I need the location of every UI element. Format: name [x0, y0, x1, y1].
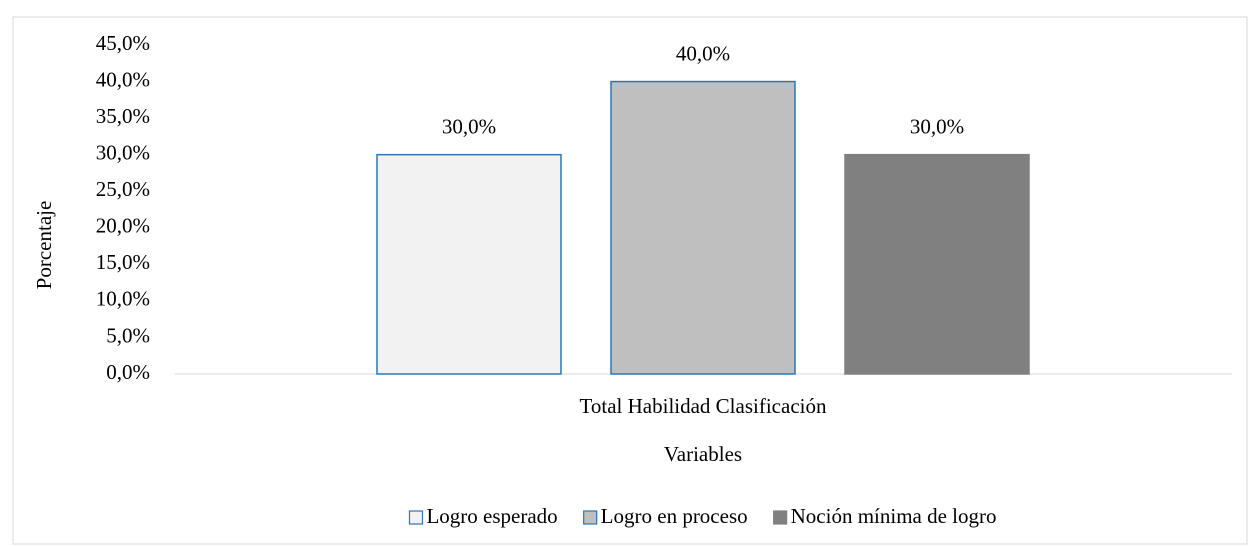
y-tick-label: 30,0% [96, 140, 150, 164]
y-tick-label: 35,0% [96, 104, 150, 128]
x-axis-label: Variables [664, 442, 742, 466]
y-tick-label: 10,0% [96, 287, 150, 311]
bar [844, 153, 1030, 375]
legend-marker [583, 510, 598, 525]
x-tick-label: Total Habilidad Clasificación [580, 394, 827, 418]
y-tick-label: 45,0% [96, 31, 150, 55]
legend-label: Logro en proceso [601, 504, 748, 528]
y-tick-label: 5,0% [106, 323, 150, 347]
y-tick-label: 20,0% [96, 214, 150, 238]
legend-marker [408, 510, 424, 525]
legend-label: Logro esperado [426, 504, 557, 528]
bar [376, 153, 562, 375]
data-label: 30,0% [910, 114, 964, 138]
legend-label: Noción mínima de logro [791, 504, 997, 528]
bar [610, 80, 796, 375]
legend-marker [773, 510, 788, 525]
y-axis-label: Porcentaje [32, 201, 56, 290]
y-tick-label: 15,0% [96, 250, 150, 274]
y-tick-label: 40,0% [96, 67, 150, 91]
data-label: 30,0% [442, 114, 496, 138]
y-tick-label: 25,0% [96, 177, 150, 201]
y-tick-label: 0,0% [106, 360, 150, 384]
data-label: 40,0% [676, 41, 730, 65]
